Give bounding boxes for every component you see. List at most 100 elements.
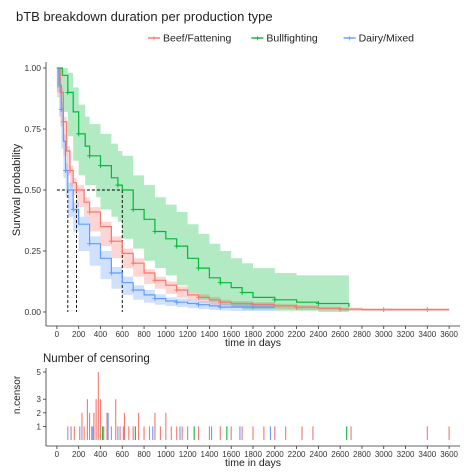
x-tick-label: 3000 — [375, 330, 393, 339]
legend-entry-1: + Bullfighting — [251, 33, 318, 45]
censor-x-tick-label: 2400 — [309, 450, 327, 459]
censor-x-tick-label: 3600 — [440, 450, 458, 459]
censor-y-tick-label: 5 — [37, 368, 42, 377]
censor-marker — [174, 287, 180, 293]
censor-x-tick-label: 3400 — [418, 450, 436, 459]
y-tick-label: 0.25 — [24, 246, 41, 256]
x-tick-label: 200 — [72, 330, 86, 339]
censor-x-tick-label: 1600 — [222, 450, 240, 459]
confidence-bands — [56, 68, 450, 312]
x-tick-label: 3600 — [440, 330, 458, 339]
censor-marker — [315, 300, 321, 306]
x-tick-label: 1800 — [244, 330, 262, 339]
censor-x-tick-label: 1400 — [201, 450, 219, 459]
censor-x-tick-label: 200 — [72, 450, 86, 459]
survival-curve-1 — [56, 67, 350, 308]
censor-marker — [152, 296, 158, 302]
legend-entry-2: + Dairy/Mixed — [343, 33, 415, 45]
censor-marker — [381, 307, 387, 313]
survival-curves — [56, 67, 450, 313]
censor-marker — [152, 277, 158, 283]
x-tick-label: 1200 — [179, 330, 197, 339]
censor-marker — [58, 106, 64, 112]
censor-marker — [70, 207, 76, 213]
x-tick-label: 2600 — [331, 330, 349, 339]
legend-plus-marker: + — [151, 34, 156, 44]
x-tick-label: 0 — [55, 330, 60, 339]
censor-marker — [152, 228, 158, 234]
censor-marker — [174, 243, 180, 249]
y-tick-label: 0.75 — [24, 124, 41, 134]
legend-label: Beef/Fattening — [163, 33, 231, 45]
censor-x-tick-label: 0 — [55, 450, 60, 459]
censor-marker — [196, 302, 202, 308]
survival-curve-0 — [56, 67, 450, 311]
censor-marker — [115, 182, 121, 188]
y-tick-label: 0.50 — [24, 185, 41, 195]
censor-marker — [294, 304, 300, 310]
x-tick-label: 800 — [137, 330, 151, 339]
censor-marker — [250, 304, 256, 310]
legend-label: Dairy/Mixed — [359, 33, 415, 45]
censor-x-tick-label: 1200 — [179, 450, 197, 459]
censor-marker — [108, 238, 114, 244]
censor-x-tick-label: 2000 — [266, 450, 284, 459]
censor-x-tick-label: 600 — [116, 450, 130, 459]
censor-marker — [424, 307, 430, 313]
censoring-bars — [67, 372, 450, 440]
censor-y-tick-label: 2 — [37, 409, 42, 418]
survival-y-axis-label: Survival probability — [11, 143, 23, 236]
censor-marker — [87, 209, 93, 215]
censor-marker — [196, 265, 202, 271]
censor-marker — [217, 280, 223, 286]
censor-marker — [239, 289, 245, 295]
censor-marker — [87, 241, 93, 247]
censor-x-tick-label: 2800 — [353, 450, 371, 459]
censor-marker — [130, 287, 136, 293]
censoring-axes: 1 2 3 5 0 200 400 600 800 1000 1200 1400 1600 1800 200… — [37, 368, 460, 459]
censor-x-tick-label: 400 — [94, 450, 108, 459]
y-tick-label: 0.00 — [24, 307, 41, 317]
legend-plus-marker: + — [347, 34, 352, 44]
censor-marker — [217, 304, 223, 310]
survival-x-axis-label: time in days — [225, 337, 281, 349]
x-tick-label: 3200 — [397, 330, 415, 339]
x-tick-label: 1400 — [201, 330, 219, 339]
censor-marker — [63, 167, 69, 173]
x-tick-label: 2400 — [309, 330, 327, 339]
censor-y-tick-label: 1 — [37, 422, 42, 431]
censoring-x-axis-label: time in days — [225, 457, 281, 469]
legend-entry-0: + Beef/Fattening — [148, 33, 231, 45]
censor-marker — [337, 306, 343, 312]
y-tick-label: 1.00 — [24, 63, 41, 73]
censor-y-tick-label: 3 — [37, 395, 42, 404]
censor-x-tick-label: 2600 — [331, 450, 349, 459]
censor-marker — [76, 131, 82, 137]
x-tick-label: 600 — [116, 330, 130, 339]
legend-label: Bullfighting — [266, 33, 318, 45]
censoring-plot: 1 2 3 5 0 200 400 600 800 1000 1200 1400 1600 1800 200… — [37, 368, 460, 459]
censor-marker — [97, 163, 103, 169]
censor-marker — [74, 187, 80, 193]
confidence-band-1 — [56, 68, 349, 312]
survival-plot: 0.00 0.25 0.50 0.75 1.00 0 200 400 600 800 1000 120… — [24, 58, 460, 339]
censor-x-tick-label: 3000 — [375, 450, 393, 459]
censor-x-tick-label: 800 — [137, 450, 151, 459]
x-tick-label: 2800 — [353, 330, 371, 339]
censor-marker — [130, 260, 136, 266]
censor-x-tick-label: 1000 — [157, 450, 175, 459]
censor-marker — [217, 299, 223, 305]
survival-plot-panel — [46, 58, 460, 326]
censor-marker — [65, 89, 71, 95]
censor-marker — [108, 270, 114, 276]
legend: + Beef/Fattening + Bullfighting + Dairy/Mixed — [148, 33, 414, 45]
censor-marker — [87, 153, 93, 159]
x-tick-label: 1600 — [222, 330, 240, 339]
censoring-title: Number of censoring — [43, 353, 150, 365]
censor-marker — [196, 294, 202, 300]
chart-title: bTB breakdown duration per production ty… — [16, 9, 273, 24]
legend-plus-marker: + — [255, 34, 260, 44]
x-tick-label: 2000 — [266, 330, 284, 339]
x-tick-label: 3400 — [418, 330, 436, 339]
